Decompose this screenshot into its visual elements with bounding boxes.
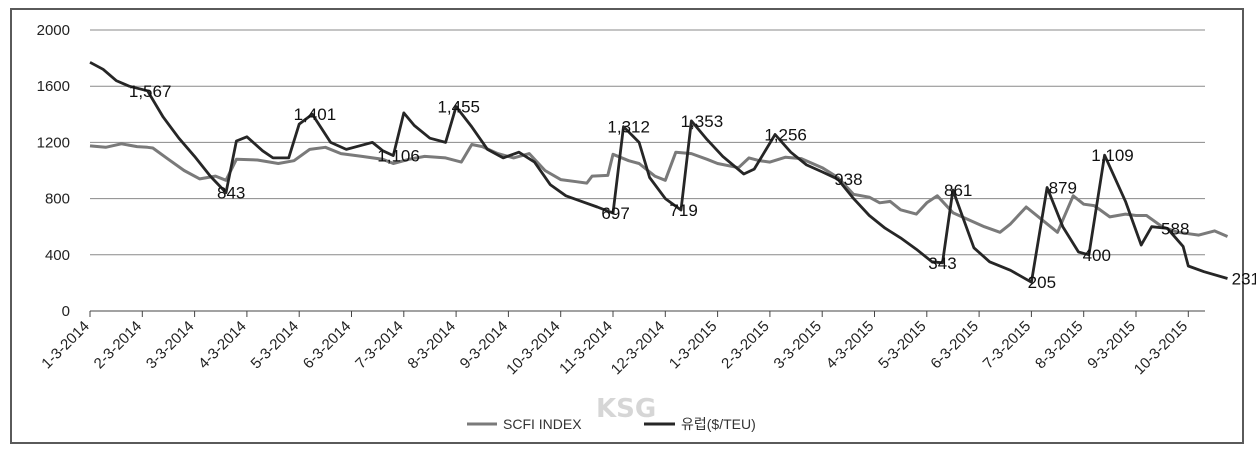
data-label: 843 bbox=[217, 184, 245, 203]
data-label: 861 bbox=[944, 181, 972, 200]
x-tick-label: 7-3-2015 bbox=[980, 318, 1034, 372]
data-label: 1,401 bbox=[294, 105, 337, 124]
watermark-logo: KSG bbox=[596, 394, 656, 424]
legend: SCFI INDEX 유럽($/TEU) bbox=[467, 416, 756, 432]
y-tick-label: 1600 bbox=[37, 78, 70, 95]
x-tick-label: 6-3-2014 bbox=[300, 318, 354, 372]
data-label: 343 bbox=[928, 254, 956, 273]
x-tick-label: 8-3-2014 bbox=[404, 318, 458, 372]
x-tick-label: 1-3-2015 bbox=[666, 318, 720, 372]
series-lines bbox=[89, 61, 1229, 284]
data-label: 205 bbox=[1028, 273, 1056, 292]
x-tick-label: 9-3-2014 bbox=[457, 318, 511, 372]
x-tick-label: 7-3-2014 bbox=[352, 318, 406, 372]
chart-frame bbox=[10, 8, 1244, 444]
data-label: 697 bbox=[601, 204, 629, 223]
x-tick-label: 8-3-2015 bbox=[1032, 318, 1086, 372]
grid-lines bbox=[90, 29, 1205, 312]
data-label: 1,353 bbox=[681, 112, 724, 131]
x-tick-label: 2-3-2015 bbox=[718, 318, 772, 372]
x-tick-label: 10-3-2014 bbox=[503, 318, 563, 378]
series-line-europe bbox=[89, 61, 1228, 284]
y-tick-label: 2000 bbox=[37, 22, 70, 39]
y-tick-label: 400 bbox=[45, 247, 70, 264]
y-tick-label: 800 bbox=[45, 191, 70, 208]
x-tick-label: 3-3-2015 bbox=[771, 318, 825, 372]
x-tick-label: 10-3-2015 bbox=[1131, 318, 1191, 378]
x-tick-label: 4-3-2015 bbox=[823, 318, 877, 372]
x-tick-label: 6-3-2015 bbox=[927, 318, 981, 372]
data-label: 1,106 bbox=[377, 147, 420, 166]
data-label: 400 bbox=[1083, 246, 1111, 265]
data-label: 1,109 bbox=[1091, 146, 1134, 165]
x-tick-label: 4-3-2014 bbox=[195, 318, 249, 372]
x-tick-label: 11-3-2014 bbox=[556, 318, 616, 378]
x-tick-label: 3-3-2014 bbox=[143, 318, 197, 372]
x-tick-label: 5-3-2015 bbox=[875, 318, 929, 372]
x-tick-label: 5-3-2014 bbox=[248, 318, 302, 372]
data-label: 231 bbox=[1232, 270, 1256, 289]
series-line-scfi bbox=[89, 142, 1229, 238]
data-label: 1,312 bbox=[607, 118, 650, 137]
y-tick-label: 0 bbox=[62, 303, 70, 320]
legend-label-europe: 유럽($/TEU) bbox=[681, 416, 756, 432]
data-label: 719 bbox=[669, 201, 697, 220]
data-labels: 1,567 843 1,401 1,106 1,455 697 1,312 719 1,353 1… bbox=[129, 82, 1256, 292]
data-label: 1,567 bbox=[129, 82, 172, 101]
x-tick-label: 2-3-2014 bbox=[91, 318, 145, 372]
data-label: 879 bbox=[1049, 179, 1077, 198]
data-label: 1,455 bbox=[437, 98, 480, 117]
x-tick-label: 1-3-2014 bbox=[38, 318, 92, 372]
x-tick-label: 9-3-2015 bbox=[1084, 318, 1138, 372]
legend-label-scfi: SCFI INDEX bbox=[503, 416, 582, 432]
y-tick-label: 1200 bbox=[37, 134, 70, 151]
x-tick-label: 12-3-2014 bbox=[608, 318, 668, 378]
data-label: 1,256 bbox=[764, 126, 807, 145]
data-label: 588 bbox=[1161, 219, 1189, 238]
data-label: 938 bbox=[834, 170, 862, 189]
